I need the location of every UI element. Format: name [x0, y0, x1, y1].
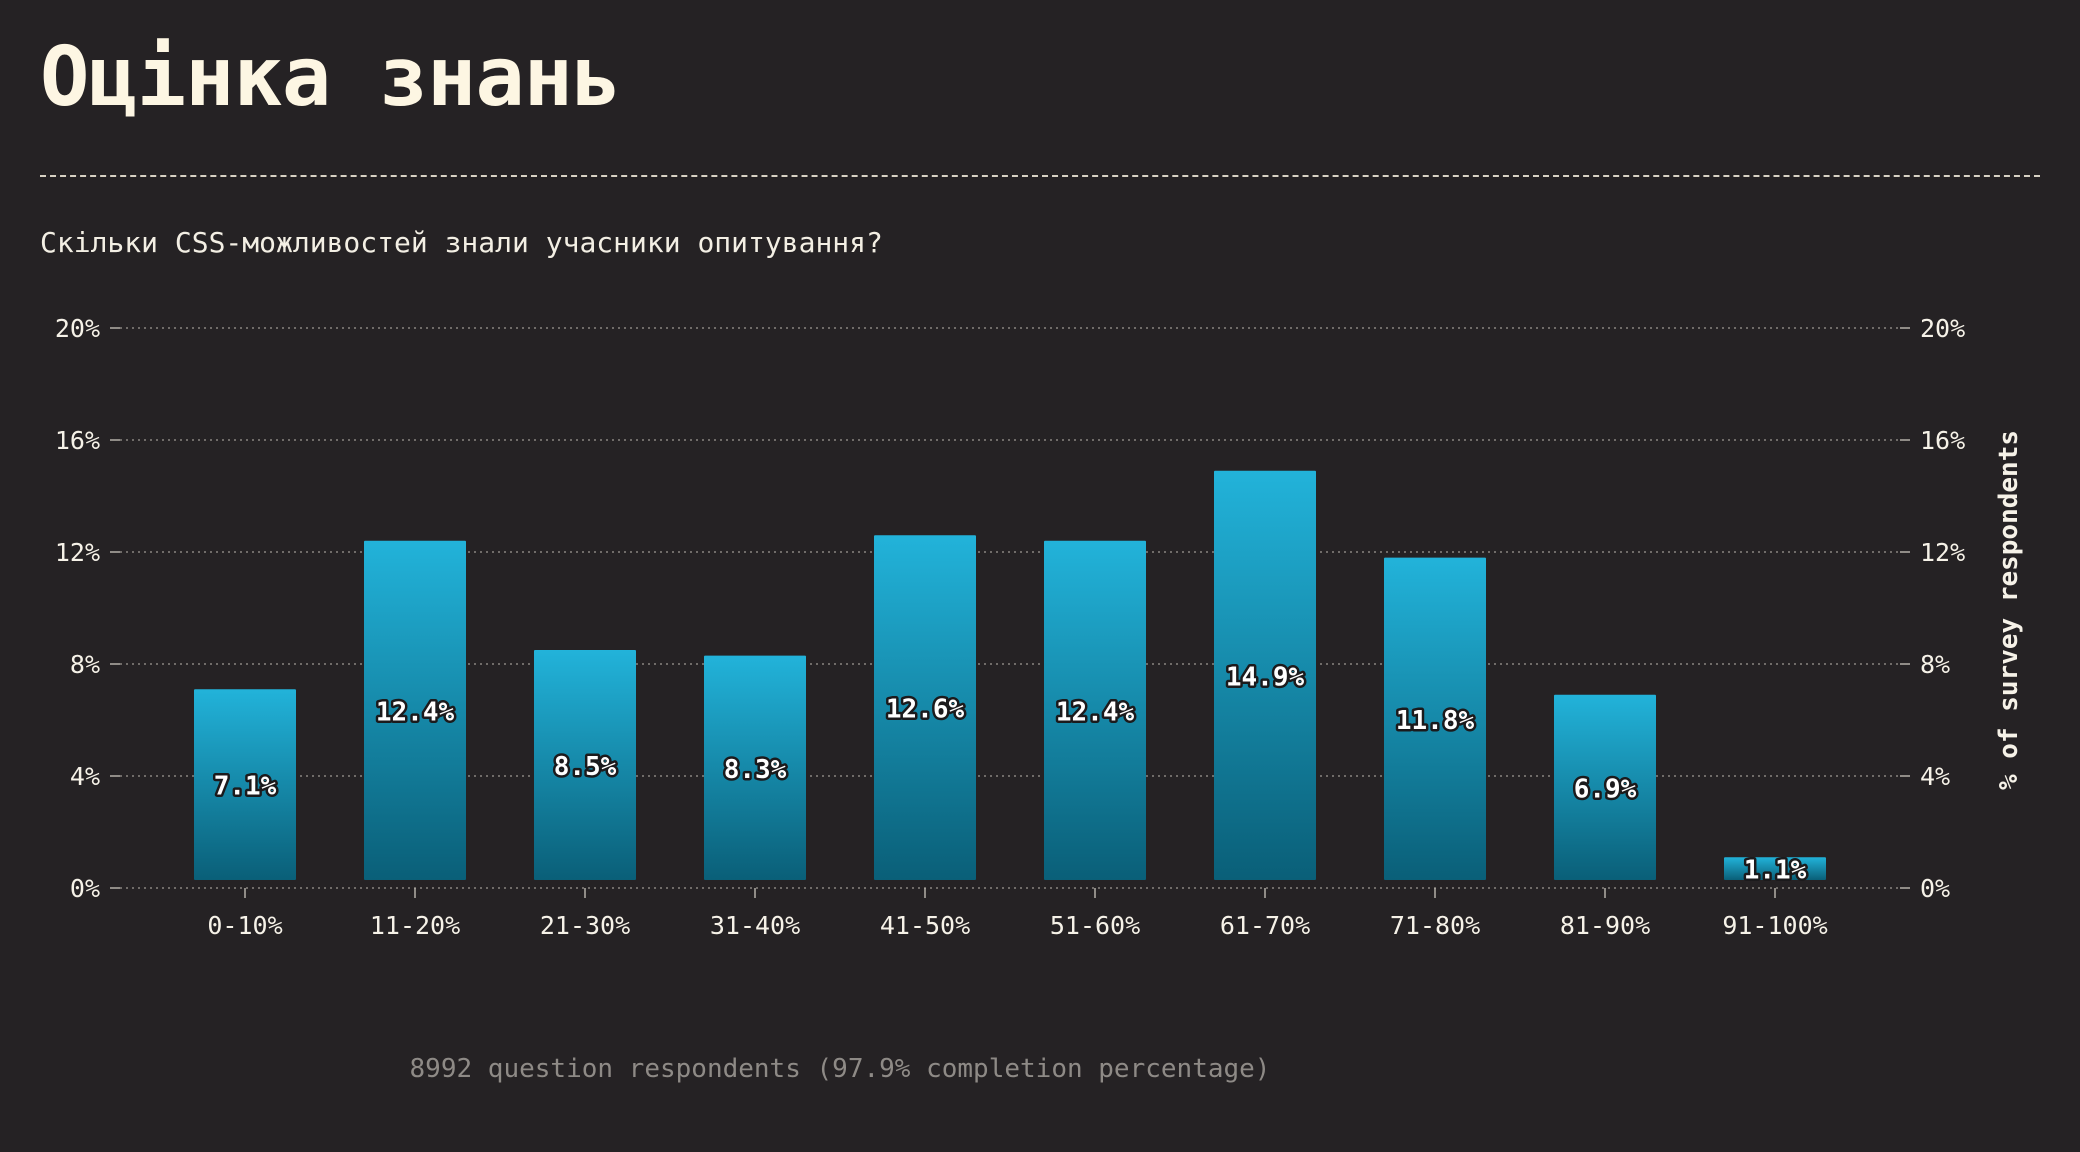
y-tick-label-right: 12%	[1920, 538, 1965, 567]
bar-91-100%	[1724, 857, 1826, 880]
bar-value-label: 14.9%	[1226, 662, 1305, 692]
y-tick-label-left: 16%	[55, 426, 100, 455]
bar-81-90%	[1554, 694, 1656, 880]
bar-31-40%	[704, 655, 806, 880]
y-tick-label-right: 20%	[1920, 314, 1965, 343]
x-tick-label: 51-60%	[1050, 911, 1140, 940]
respondents-note: 8992 question respondents (97.9% complet…	[409, 1054, 1271, 1084]
bar-51-60%	[1044, 540, 1146, 880]
y-tick-label-right: 4%	[1920, 762, 1950, 791]
y-tick-label-left: 0%	[70, 874, 100, 903]
x-tick-label: 61-70%	[1220, 911, 1310, 940]
right-y-axis: 0% 4% 8% 12% 16% 20%	[1900, 314, 1965, 903]
x-tick-label: 11-20%	[370, 911, 460, 940]
y-tick-label-right: 16%	[1920, 426, 1965, 455]
bar-value-labels: 7.1% 12.4% 8.5% 8.3% 12.6% 12.4% 14.9% 11.8% 6.9…	[211, 660, 1809, 888]
bar-chart: 0% 4% 8% 12% 16% 20% 0% 4% 8% 12% 16% 20% 7.1% 12.4…	[55, 314, 2024, 940]
bar-value-label: 12.6%	[886, 695, 965, 725]
bar-value-label: 6.9%	[1574, 774, 1637, 804]
y-tick-label-left: 12%	[55, 538, 100, 567]
bar-value-label: 11.8%	[1396, 706, 1475, 736]
bar-61-70%	[1214, 470, 1316, 880]
x-tick-label: 21-30%	[540, 911, 630, 940]
bar-value-label: 7.1%	[214, 772, 277, 802]
title-divider	[40, 175, 2040, 177]
bar-41-50%	[874, 535, 976, 880]
bar-0-10%	[194, 689, 296, 880]
y-tick-label-left: 20%	[55, 314, 100, 343]
bar-21-30%	[534, 650, 636, 880]
y-tick-label-right: 0%	[1920, 874, 1950, 903]
x-tick-label: 0-10%	[207, 911, 282, 940]
x-tick-label: 81-90%	[1560, 911, 1650, 940]
page-title: Оцінка знань	[40, 30, 621, 125]
chart-question: Скільки CSS-можливостей знали учасники о…	[40, 226, 883, 259]
x-tick-label: 31-40%	[710, 911, 800, 940]
bar-value-label: 8.5%	[554, 752, 617, 782]
y-tick-label-left: 4%	[70, 762, 100, 791]
bar-value-label: 12.4%	[376, 697, 455, 727]
bar-11-20%	[364, 540, 466, 880]
bar-value-label: 12.4%	[1056, 697, 1135, 727]
bars	[194, 470, 1826, 880]
y-tick-label-left: 8%	[70, 650, 100, 679]
gridlines	[120, 327, 1900, 889]
left-y-axis: 0% 4% 8% 12% 16% 20%	[55, 314, 120, 903]
y-axis-title: % of survey respondents	[1994, 430, 2024, 790]
x-tick-label: 41-50%	[880, 911, 970, 940]
x-tick-label: 91-100%	[1722, 911, 1827, 940]
y-tick-label-right: 8%	[1920, 650, 1950, 679]
x-axis: 0-10% 11-20% 21-30% 31-40% 41-50% 51-60% 61-70…	[207, 888, 1828, 940]
x-tick-label: 71-80%	[1390, 911, 1480, 940]
bar-value-label: 1.1%	[1744, 856, 1807, 886]
bar-value-label: 8.3%	[724, 755, 787, 785]
bar-71-80%	[1384, 557, 1486, 880]
